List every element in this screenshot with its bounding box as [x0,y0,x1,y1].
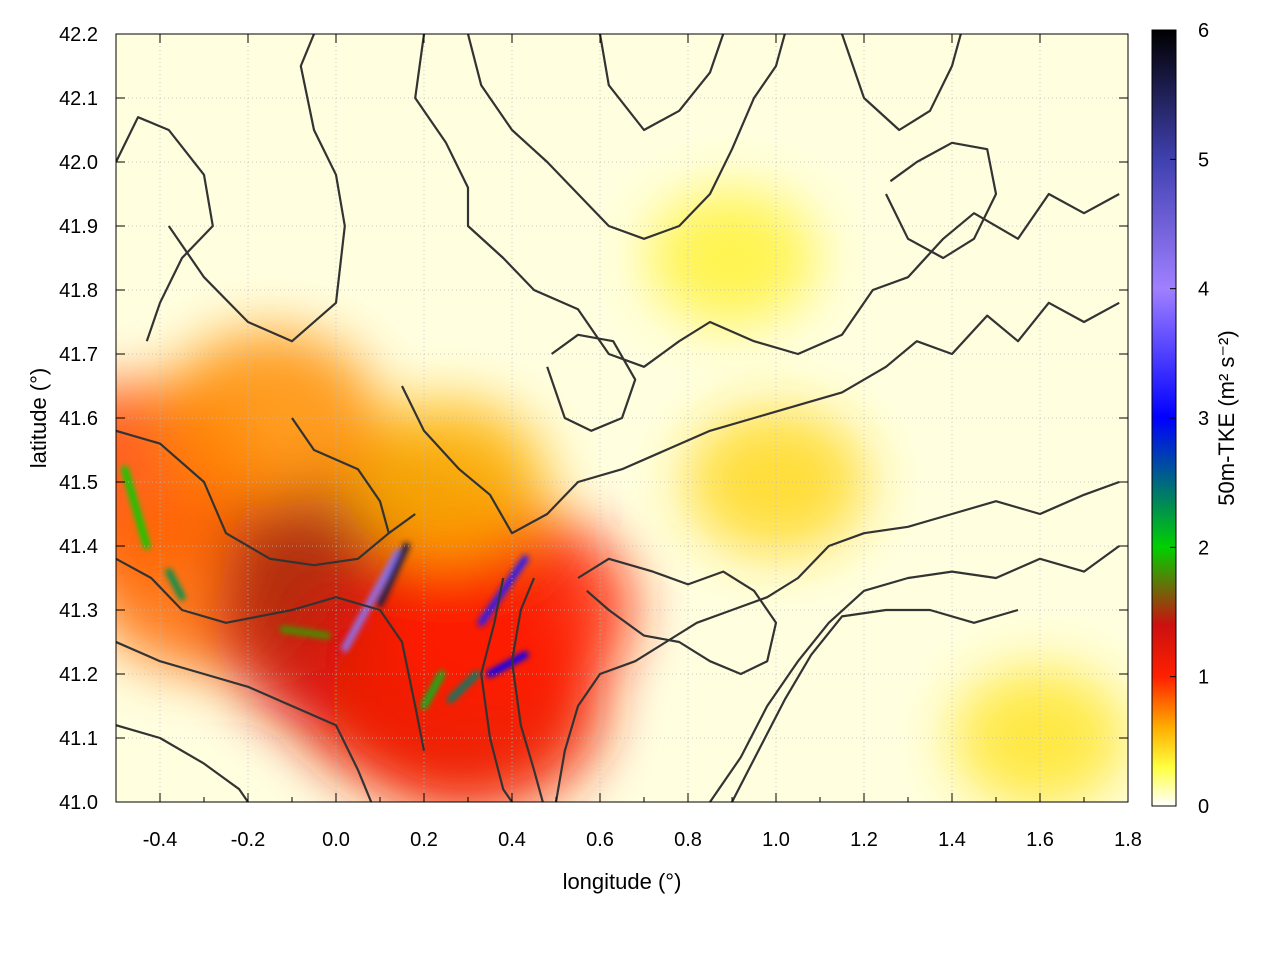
colorbar-tick-label: 6 [1198,20,1209,42]
x-axis-title: longitude (°) [563,869,682,894]
x-tick-label: 1.4 [938,829,966,851]
colorbar-ticks: 0 1 2 3 4 5 6 [1170,20,1209,818]
contour-line-15 [291,417,390,534]
colorbar-tick-label: 0 [1198,796,1209,818]
contour-line-6 [116,429,416,567]
contour-line-17 [116,724,249,802]
x-tick-label: 0.2 [410,829,438,851]
x-axis: -0.4 -0.2 0.0 0.2 0.4 0.6 0.8 1.0 1.2 1.4 1.6 1.8 [115,34,1142,851]
y-tick-label: 41.7 [59,344,98,366]
colorbar-tick-label: 2 [1198,537,1209,559]
colorbar-tick-label: 1 [1198,667,1209,689]
tke-ridge-5 [420,670,446,710]
x-tick-label: -0.4 [143,829,177,851]
contour-line-5 [116,557,426,752]
x-tick-label: 1.8 [1114,829,1142,851]
colorbar-tick-label: 3 [1198,408,1209,430]
contour-line-0 [116,116,214,342]
tke-blob-11 [647,190,817,326]
contour-line-8 [709,545,1120,802]
tke-ridge-8 [279,625,331,640]
tke-ridge-6 [446,670,481,704]
y-tick-label: 41.0 [59,792,98,814]
x-tick-label: 0.6 [586,829,614,851]
tke-ridge-1 [376,542,410,608]
y-tick-label: 41.2 [59,664,98,686]
y-axis: 41.0 41.1 41.2 41.3 41.4 41.5 41.6 41.7 41.8 41.9… [59,24,1128,814]
y-tick-label: 41.8 [59,280,98,302]
x-tick-label: 1.0 [762,829,790,851]
y-tick-label: 41.4 [59,536,98,558]
colorbar-title: 50m-TKE (m² s⁻²) [1214,330,1239,505]
tke-blob-7 [344,400,548,564]
colorbar-tick-label: 5 [1198,149,1209,171]
contour-line-11 [466,34,786,240]
y-tick-label: 41.5 [59,472,98,494]
contour-line-16 [546,333,637,432]
y-tick-label: 41.6 [59,408,98,430]
y-tick-label: 41.3 [59,600,98,622]
tke-blobs [116,190,1128,802]
contour-line-10 [577,557,778,676]
y-tick-label: 42.0 [59,152,98,174]
y-axis-title: latitude (°) [26,368,51,469]
contour-line-19 [480,577,513,802]
tke-ridge-4 [477,555,529,627]
contour-line-13 [840,34,962,132]
colorbar: 0 1 2 3 4 5 6 50m-TKE (m² s⁻²) [1151,20,1239,818]
x-tick-label: 0.8 [674,829,702,851]
x-tick-label: 0.4 [498,829,526,851]
colorbar-tick-label: 4 [1198,279,1209,301]
contour-line-14 [885,141,998,260]
terrain-contours [116,34,1120,802]
contour-line-7 [554,480,1120,802]
x-tick-label: 1.6 [1026,829,1054,851]
contour-line-18 [510,577,544,802]
tke-ridge-0 [341,548,402,652]
contour-line-3 [401,301,1120,535]
tke-ridge-7 [486,651,529,678]
tke-peak-ridges [121,465,529,710]
contour-line-1 [167,34,346,343]
heatmap-field [116,190,1128,802]
contour-line-12 [598,34,725,132]
x-tick-label: 0.0 [322,829,350,851]
contour-line-2 [414,34,1120,368]
tke-ridge-3 [165,568,186,601]
x-tick-label: -0.2 [231,829,265,851]
x-tick-label: 1.2 [850,829,878,851]
tke-blob-8 [161,330,379,506]
y-tick-label: 41.9 [59,216,98,238]
y-tick-label: 41.1 [59,728,98,750]
contour-line-9 [731,608,1019,802]
contour-line-4 [116,640,373,802]
y-tick-label: 42.1 [59,88,98,110]
y-tick-label: 42.2 [59,24,98,46]
